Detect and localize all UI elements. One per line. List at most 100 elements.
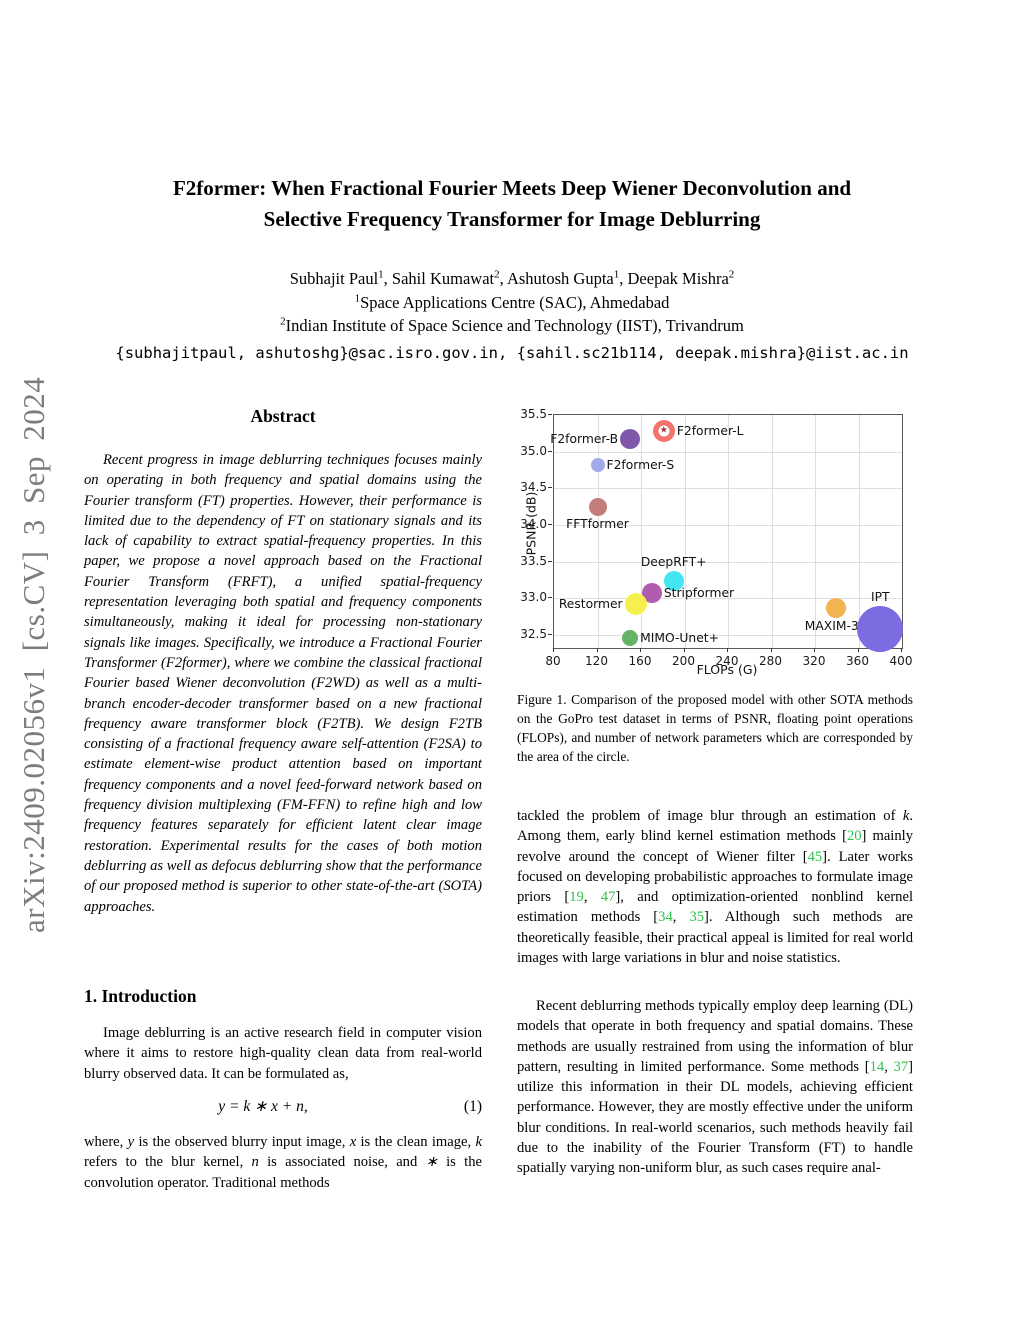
y-tick-label: 35.0 [520, 443, 547, 458]
x-tick-label: 280 [759, 654, 782, 668]
chart-point-maxim-3s [825, 598, 846, 619]
chart-point-f2former-l: ★ [652, 420, 675, 443]
citation-link[interactable]: 20 [846, 828, 862, 845]
x-tick-mark [857, 648, 859, 652]
superscript: 1 [378, 268, 384, 281]
x-tick-label: 120 [585, 654, 608, 668]
grid-line-horizontal [554, 634, 902, 636]
y-tick-label: 33.5 [520, 553, 547, 568]
math-variable: y [218, 1098, 226, 1115]
y-tick-mark [548, 597, 552, 599]
math-variable: ∗ [425, 1154, 438, 1171]
arxiv-sidebar-stamp: arXiv:2409.02056v1 [cs.CV] 3 Sep 2024 [16, 376, 51, 933]
x-tick-mark [553, 648, 554, 652]
chart-point-stripformer [641, 583, 662, 604]
grid-line-horizontal [554, 488, 902, 490]
affiliation-2: 2Indian Institute of Space Science and T… [280, 315, 744, 335]
math-variable: k [475, 1134, 482, 1150]
grid-line-horizontal [554, 524, 902, 526]
citation-link[interactable]: 45 [807, 848, 823, 865]
equation-1: y = k ∗ x + n, (1) [84, 1097, 482, 1116]
x-tick-label: 160 [628, 654, 652, 668]
grid-line-vertical [728, 415, 729, 648]
y-tick-label: 33.0 [520, 590, 547, 605]
x-tick-mark [770, 648, 772, 652]
superscript: 1 [613, 268, 620, 281]
chart-point-f2former-b [620, 429, 641, 450]
paper-title-line2: Selective Frequency Transformer for Imag… [263, 207, 761, 231]
chart-point-label: F2former-L [676, 424, 744, 439]
x-tick-label: 360 [846, 654, 869, 668]
x-tick-label: 80 [545, 654, 561, 668]
citation-link[interactable]: 19 [569, 889, 584, 906]
x-tick-label: 400 [889, 654, 913, 668]
grid-line-vertical [641, 415, 642, 648]
math-variable: k [243, 1098, 251, 1115]
chart-plot-area: ★ F2former-L F2former-B F2former-S FFTformer… [550, 414, 904, 652]
y-tick-label: 32.5 [520, 626, 547, 641]
authors-line: Subhajit Paul1, Sahil Kumawat2, Ashutosh… [289, 268, 735, 288]
equation-body: y = k ∗ x + n, [218, 1098, 308, 1115]
chart-point-deeprft- [663, 571, 684, 592]
x-tick-label: 320 [802, 654, 826, 668]
citation-link[interactable]: 47 [600, 889, 616, 906]
citation-link[interactable]: 34 [658, 909, 673, 926]
grid-line-vertical [815, 415, 816, 648]
y-tick-label: 34.5 [520, 480, 547, 495]
chart-point-ipt [857, 605, 904, 652]
grid-line-horizontal [554, 451, 902, 453]
affiliation-1: 1Space Applications Centre (SAC), Ahmeda… [354, 292, 670, 312]
math-variable: y [127, 1134, 135, 1150]
citation-link[interactable]: 14 [869, 1058, 885, 1075]
section-1-heading: 1. Introduction [84, 986, 197, 1006]
grid-line-vertical [858, 415, 860, 648]
body-paragraph-1: tackled the problem of image blur throug… [517, 808, 914, 967]
superscript: 2 [728, 268, 735, 281]
y-tick-label: 34.0 [520, 516, 547, 531]
abstract-heading: Abstract [250, 406, 316, 426]
star-icon: ★ [659, 425, 668, 436]
x-tick-mark [640, 648, 641, 652]
figure-1-chart: ★ F2former-L F2former-B F2former-S FFTformer… [517, 398, 917, 686]
y-tick-mark [548, 414, 552, 415]
y-tick-label: 35.5 [520, 407, 547, 421]
chart-point-label: Stripformer [663, 586, 735, 601]
chart-point-label: MIMO-Unet+ [640, 631, 719, 646]
y-tick-mark [548, 560, 552, 562]
citation-link[interactable]: 35 [689, 909, 705, 926]
superscript: 1 [354, 292, 361, 305]
grid-line-vertical [771, 415, 773, 648]
abstract-text: Recent progress in image deblurring tech… [84, 452, 482, 915]
chart-point-fftformer [588, 497, 607, 516]
y-tick-mark [548, 487, 552, 489]
x-tick-mark [596, 648, 598, 652]
x-tick-label: 200 [672, 654, 695, 668]
chart-point-f2former-s [590, 457, 605, 472]
author-emails[interactable]: {subhajitpaul, ashutoshg}@sac.isro.gov.i… [115, 344, 909, 362]
equation-number: (1) [463, 1097, 482, 1115]
x-axis-label: FLOPs (G) [696, 662, 758, 677]
math-variable: k [902, 808, 910, 824]
superscript: 2 [494, 268, 500, 281]
grid-line-vertical [597, 415, 599, 648]
intro-paragraph-1: Image deblurring is an active research f… [84, 1025, 482, 1082]
superscript: 2 [280, 315, 286, 328]
x-tick-mark [901, 648, 902, 652]
figure-1-caption: Figure 1. Comparison of the proposed mod… [517, 692, 913, 764]
chart-point-star-marker: ★ [658, 425, 670, 437]
math-variable: x [271, 1098, 278, 1115]
math-variable: n [296, 1098, 304, 1115]
grid-line-horizontal [554, 561, 902, 563]
chart-point-restormer [624, 593, 647, 616]
grid-line-horizontal [554, 598, 902, 600]
math-variable: n [251, 1154, 259, 1171]
y-tick-mark [548, 523, 552, 525]
x-tick-mark [683, 648, 685, 652]
math-variable: x [349, 1134, 357, 1150]
chart-point-label: DeepRFT+ [640, 555, 707, 570]
y-tick-mark [548, 450, 552, 452]
citation-link[interactable]: 37 [893, 1058, 909, 1075]
body-paragraph-2: Recent deblurring methods typically empl… [517, 998, 913, 1177]
x-tick-mark [814, 648, 815, 652]
